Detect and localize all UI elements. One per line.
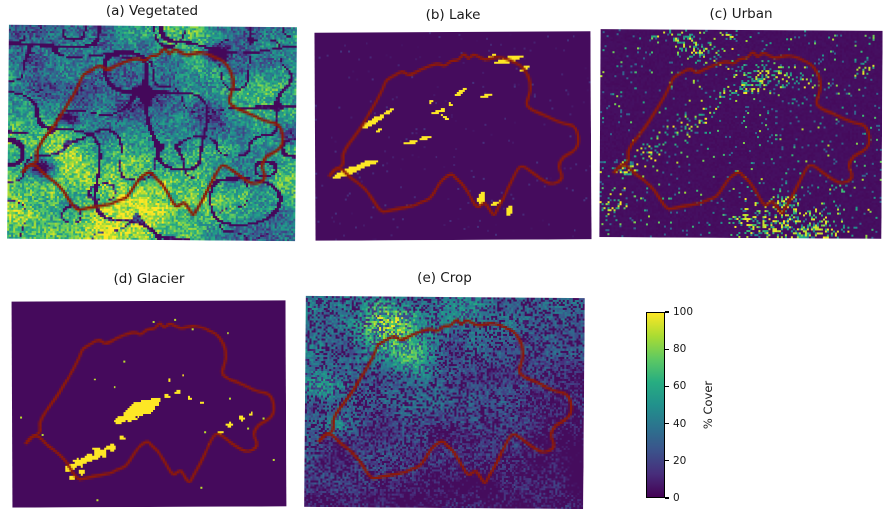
panel-d-map xyxy=(11,300,287,508)
colorbar-tick-mark xyxy=(665,460,669,462)
lake-map-canvas xyxy=(314,31,592,241)
colorbar-tick-label: 0 xyxy=(673,492,680,504)
panel-b-map xyxy=(314,31,592,241)
colorbar-gradient xyxy=(646,312,665,498)
vegetated-map-canvas xyxy=(7,24,297,242)
colorbar-tick-mark xyxy=(665,497,669,499)
panel-d-title: (d) Glacier xyxy=(113,271,185,287)
urban-map-canvas xyxy=(599,29,883,239)
colorbar: 0 20 40 60 80 100 % Cover xyxy=(646,306,776,504)
panel-e-map xyxy=(304,295,585,510)
colorbar-tick-mark xyxy=(665,348,669,350)
glacier-map-canvas xyxy=(11,300,287,508)
colorbar-tick-label: 40 xyxy=(673,417,687,430)
colorbar-label: % Cover xyxy=(701,380,715,430)
panel-e-title: (e) Crop xyxy=(417,270,472,286)
panel-c-title: (c) Urban xyxy=(709,6,773,22)
crop-map-canvas xyxy=(304,295,585,510)
colorbar-tick-label: 60 xyxy=(673,380,687,393)
colorbar-tick-mark xyxy=(665,423,669,425)
panel-a-title: (a) Vegetated xyxy=(105,3,199,19)
panel-a-map xyxy=(7,24,297,242)
panel-b-title: (b) Lake xyxy=(425,7,481,23)
colorbar-tick-mark xyxy=(665,311,669,313)
colorbar-tick-mark xyxy=(665,385,669,387)
colorbar-tick-label: 20 xyxy=(673,454,687,467)
panel-c-map xyxy=(599,29,883,239)
colorbar-tick-label: 80 xyxy=(673,343,687,356)
colorbar-tick-label: 100 xyxy=(673,306,694,318)
